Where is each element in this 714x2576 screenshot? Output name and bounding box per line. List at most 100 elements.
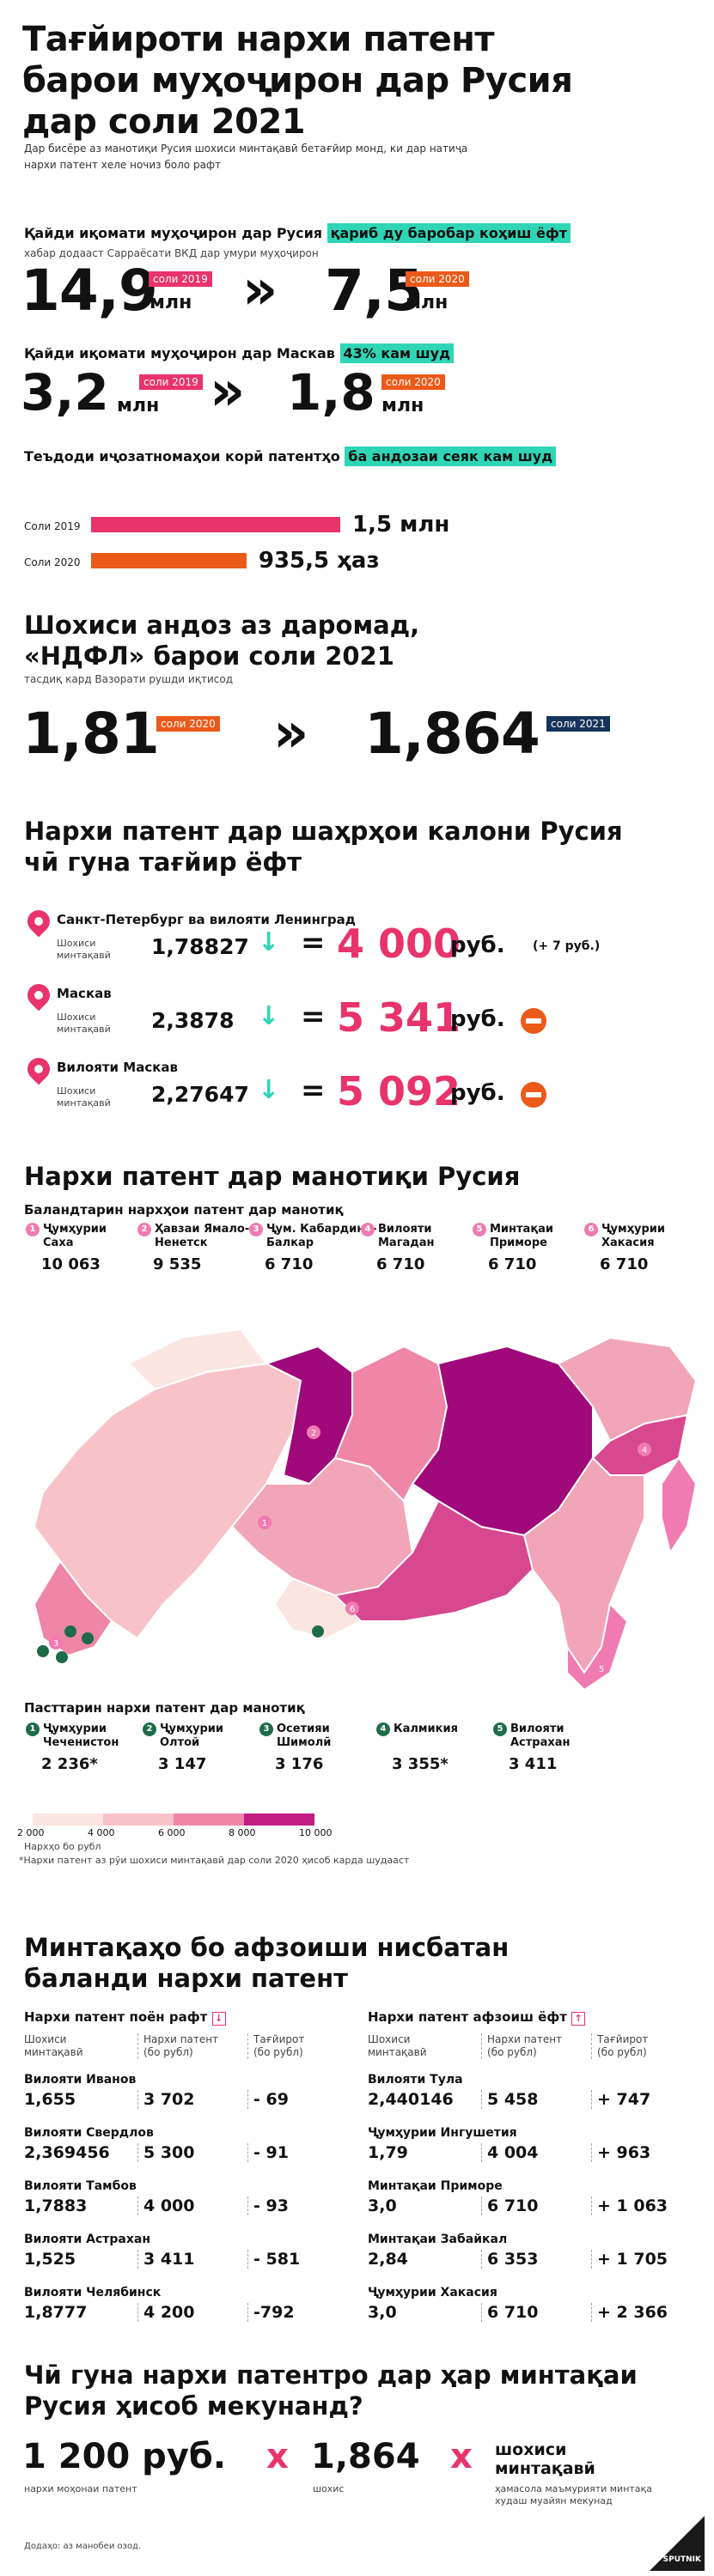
svg-text:2: 2 bbox=[311, 1429, 316, 1438]
table-coef: 3,0 bbox=[368, 2196, 397, 2215]
lowest-title: Пасттарин нархи патент дар манотиқ bbox=[24, 1700, 305, 1716]
city-note: (+ 7 руб.) bbox=[533, 939, 601, 953]
city-price: 5 092 bbox=[337, 1068, 461, 1115]
city-coef: 2,27647 bbox=[151, 1082, 249, 1107]
coef-label: Шохиси минтақавӣ bbox=[57, 1085, 111, 1109]
ndfl-badge-2020: соли 2020 bbox=[156, 716, 220, 732]
region-price: 6 710 bbox=[488, 1255, 537, 1273]
arrow-down-icon: ↓ bbox=[211, 2012, 226, 2026]
column-header: Нархи патент (бо рубл) bbox=[137, 2033, 218, 2059]
legend-tick: 6 000 bbox=[158, 1827, 186, 1838]
region-price: 3 147 bbox=[158, 1755, 207, 1773]
table-coef: 2,84 bbox=[368, 2250, 408, 2269]
column-header: Тағйирот (бо рубл) bbox=[591, 2033, 648, 2059]
down-title: Нархи патент поён рафт ↓ bbox=[24, 2009, 226, 2026]
table-price: 6 710 bbox=[481, 2303, 539, 2322]
city-name: Санкт-Петербург ва вилояти Ленинград bbox=[57, 912, 356, 927]
ndfl-badge-2021: соли 2021 bbox=[546, 716, 610, 732]
map-region-altai bbox=[273, 1577, 363, 1640]
legend-swatch bbox=[103, 1814, 174, 1826]
bar bbox=[91, 553, 247, 568]
bar-value: 935,5 ҳаз bbox=[258, 548, 380, 574]
rank-number: 6 bbox=[584, 1223, 598, 1236]
city-currency: руб. bbox=[450, 933, 505, 958]
rank-number: 5 bbox=[473, 1223, 486, 1236]
growth-title: Минтақаҳо бо афзоиши нисбатан баланди на… bbox=[24, 1933, 510, 1993]
moscow-badge-2020: соли 2020 bbox=[381, 374, 445, 390]
region-name: Ҳавзаи Ямало- Ненетск bbox=[155, 1223, 250, 1249]
table-change: - 581 bbox=[247, 2250, 300, 2269]
rank-number: 5 bbox=[493, 1722, 507, 1736]
svg-text:5: 5 bbox=[599, 1665, 604, 1674]
highest-title: Баландтарин нархҳои патент дар манотиқ bbox=[24, 1202, 344, 1218]
table-region-name: Вилояти Свердлов bbox=[24, 2126, 154, 2140]
table-region-name: Ҷумҳурии Хакасия bbox=[368, 2286, 497, 2300]
table-change: -792 bbox=[247, 2303, 295, 2322]
rank-number: 4 bbox=[376, 1722, 390, 1736]
legend-caption: Нархҳо бо рубл bbox=[24, 1841, 101, 1852]
table-coef: 3,0 bbox=[368, 2303, 397, 2322]
q1-source: хабар додааст Сарраёсати ВКД дар умури м… bbox=[24, 247, 319, 259]
ndfl-source: тасдиқ кард Вазорати рушди иқтисод bbox=[24, 673, 233, 685]
unit-2020: млн bbox=[406, 292, 449, 313]
table-change: + 1 063 bbox=[591, 2196, 668, 2215]
table-change: - 69 bbox=[247, 2090, 289, 2109]
city-coef: 1,78827 bbox=[151, 934, 249, 959]
table-change: + 2 366 bbox=[591, 2303, 668, 2322]
russia-map: 1 2 3 4 5 6 bbox=[33, 1327, 698, 1690]
chevron-right-icon: » bbox=[273, 702, 309, 765]
region-name: Калмикия bbox=[394, 1722, 458, 1735]
column-header: Нархи патент (бо рубл) bbox=[481, 2033, 562, 2059]
region-price: 6 710 bbox=[265, 1255, 314, 1273]
rank-number: 3 bbox=[259, 1722, 273, 1736]
formula-title: Чӣ гуна нархи патентро дар ҳар минтақаи … bbox=[24, 2360, 638, 2421]
no-change-icon bbox=[521, 1082, 546, 1108]
city-coef: 2,3878 bbox=[151, 1008, 235, 1033]
formula-region-caption: ҳамасола маъмурияти минтақа худаш муайян… bbox=[495, 2483, 652, 2506]
city-name: Вилояти Маскав bbox=[57, 1060, 179, 1075]
regions-title: Нархи патент дар манотиқи Русия bbox=[24, 1162, 521, 1191]
moscow-badge-2019: соли 2019 bbox=[139, 374, 203, 390]
q2-heading: Қайди иқомати муҳоҷирон дар Маскав 43% к… bbox=[24, 343, 455, 363]
q3-highlight: ба андозаи сеяк кам шуд bbox=[345, 447, 557, 466]
table-price: 3 411 bbox=[137, 2250, 195, 2269]
location-pin-icon bbox=[22, 1053, 55, 1085]
map-region-south-siberia bbox=[333, 1499, 534, 1622]
column-header: Тағйирот (бо рубл) bbox=[247, 2033, 304, 2059]
ndfl-2020: 1,81 bbox=[22, 701, 160, 767]
city-currency: руб. bbox=[450, 1006, 505, 1032]
rank-number: 3 bbox=[249, 1223, 263, 1236]
formula-base-caption: нархи моҳонаи патент bbox=[24, 2483, 137, 2494]
bar bbox=[91, 517, 340, 532]
table-region-name: Ҷумҳурии Ингушетия bbox=[368, 2126, 517, 2140]
city-name: Маскав bbox=[57, 986, 112, 1001]
region-name: Ҷумҳурии Хакасия bbox=[601, 1223, 665, 1249]
region-name: Минтақаи Приморе bbox=[490, 1223, 554, 1249]
table-change: - 91 bbox=[247, 2143, 289, 2162]
q2-highlight: 43% кам шуд bbox=[339, 343, 455, 363]
chevron-right-icon: » bbox=[210, 360, 246, 423]
multiply-sign: x bbox=[266, 2437, 289, 2476]
coef-label: Шохиси минтақавӣ bbox=[57, 1012, 111, 1035]
region-name: Ҷумҳурии Саха bbox=[43, 1223, 107, 1249]
table-region-name: Минтақаи Приморе bbox=[368, 2179, 503, 2193]
table-price: 4 200 bbox=[137, 2303, 195, 2322]
svg-text:6: 6 bbox=[350, 1605, 355, 1614]
table-region-name: Вилояти Иванов bbox=[24, 2073, 137, 2087]
table-region-name: Вилояти Тула bbox=[368, 2073, 463, 2087]
multiply-sign: x bbox=[450, 2437, 473, 2476]
table-price: 6 710 bbox=[481, 2196, 539, 2215]
equals-sign: = bbox=[301, 926, 326, 960]
rank-number: 1 bbox=[26, 1722, 40, 1736]
legend-swatch bbox=[33, 1814, 103, 1826]
value-2019: 14,9 bbox=[21, 258, 158, 324]
legend-tick: 4 000 bbox=[88, 1827, 115, 1838]
q1-heading: Қайди иқомати муҳоҷирон дар Русия қариб … bbox=[24, 223, 703, 243]
legend-tick: 2 000 bbox=[17, 1827, 45, 1838]
title-line: барои муҳоҷирон дар Русия bbox=[22, 61, 573, 100]
sputnik-logo: SPUTNIK bbox=[650, 2516, 705, 2571]
arrow-down-icon: ↓ bbox=[258, 927, 280, 957]
arrow-up-icon: ↑ bbox=[571, 2012, 586, 2026]
table-coef: 1,79 bbox=[368, 2143, 408, 2162]
legend-swatch bbox=[244, 1814, 314, 1826]
